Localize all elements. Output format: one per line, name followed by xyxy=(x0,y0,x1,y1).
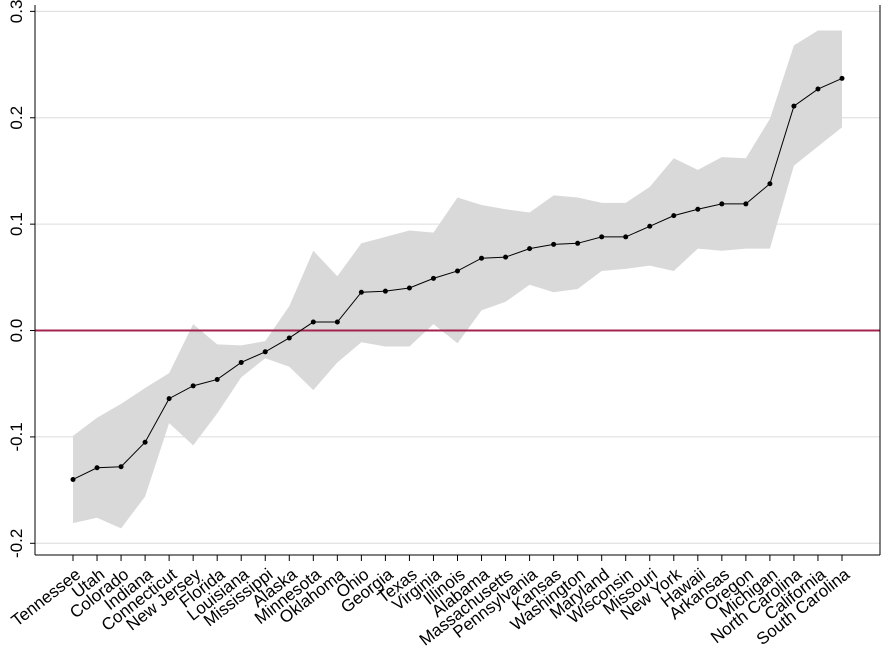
point xyxy=(190,383,196,389)
point xyxy=(262,349,268,355)
x-tick-label: Tennessee xyxy=(8,565,84,631)
confidence-band xyxy=(73,30,842,529)
point xyxy=(743,201,749,207)
point xyxy=(791,103,797,109)
y-tick-label: -0.1 xyxy=(7,422,26,451)
point xyxy=(647,223,653,229)
point xyxy=(815,86,821,92)
point xyxy=(551,241,557,247)
point xyxy=(286,335,292,341)
point xyxy=(214,376,220,382)
point xyxy=(695,206,701,212)
point xyxy=(382,288,388,294)
point xyxy=(238,359,244,365)
point xyxy=(623,234,629,240)
y-tick-label: 0.0 xyxy=(7,319,26,343)
point xyxy=(70,476,76,482)
point xyxy=(358,289,364,295)
point xyxy=(479,255,485,261)
point xyxy=(719,201,725,207)
point xyxy=(767,181,773,187)
point xyxy=(671,213,677,219)
y-tick-label: 0.3 xyxy=(7,0,26,23)
point xyxy=(839,75,845,81)
point xyxy=(94,465,100,471)
point xyxy=(406,285,412,291)
point xyxy=(334,319,340,325)
point xyxy=(503,254,509,260)
point xyxy=(142,439,148,445)
y-tick-label: -0.2 xyxy=(7,529,26,558)
y-tick-label: 0.1 xyxy=(7,212,26,236)
point xyxy=(599,234,605,240)
point xyxy=(310,319,316,325)
point xyxy=(575,240,581,246)
point xyxy=(430,275,436,281)
point xyxy=(527,246,533,252)
point xyxy=(455,268,460,274)
point xyxy=(118,464,124,470)
y-tick-label: 0.2 xyxy=(7,106,26,130)
point xyxy=(166,396,172,402)
